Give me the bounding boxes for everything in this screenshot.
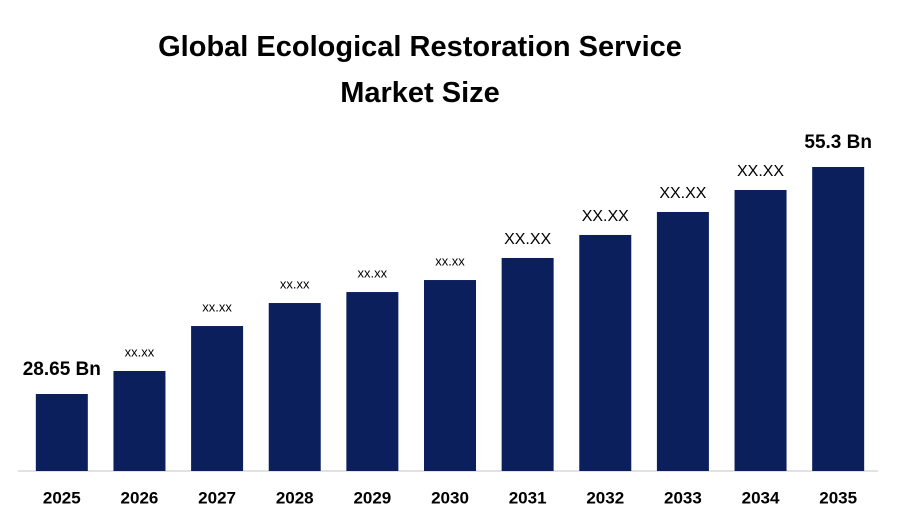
x-tick-label: 2029	[353, 488, 391, 507]
value-label: xx.xx	[125, 344, 155, 359]
value-label: xx.xx	[358, 265, 388, 280]
value-label: 28.65 Bn	[23, 359, 101, 380]
value-label: xx.xx	[280, 276, 310, 291]
x-tick-label: 2035	[819, 488, 857, 507]
x-tick-label: 2032	[586, 488, 624, 507]
bar	[501, 257, 554, 471]
bar	[113, 371, 166, 471]
value-label: xx.xx	[202, 299, 232, 314]
value-label: XX.XX	[659, 185, 706, 202]
value-label: XX.XX	[737, 163, 784, 180]
x-tick-label: 2027	[198, 488, 236, 507]
x-tick-label: 2026	[121, 488, 159, 507]
bar	[812, 167, 865, 471]
value-label: XX.XX	[582, 208, 629, 225]
x-tick-label: 2033	[664, 488, 702, 507]
bar	[579, 234, 632, 471]
x-tick-label: 2025	[43, 488, 81, 507]
value-label: XX.XX	[504, 231, 551, 248]
bar	[346, 292, 399, 471]
x-tick-label: 2028	[276, 488, 314, 507]
value-label: 55.3 Bn	[804, 132, 872, 153]
value-label: xx.xx	[435, 253, 465, 268]
x-tick-label: 2031	[509, 488, 547, 507]
bar	[191, 326, 244, 471]
x-tick-label: 2034	[742, 488, 780, 507]
x-tick-label: 2030	[431, 488, 469, 507]
bar	[268, 303, 321, 471]
bar	[35, 394, 88, 471]
bar	[656, 211, 709, 471]
chart-title: Global Ecological Restoration Service Ma…	[158, 31, 682, 109]
bar	[734, 189, 787, 472]
bar	[424, 280, 476, 471]
